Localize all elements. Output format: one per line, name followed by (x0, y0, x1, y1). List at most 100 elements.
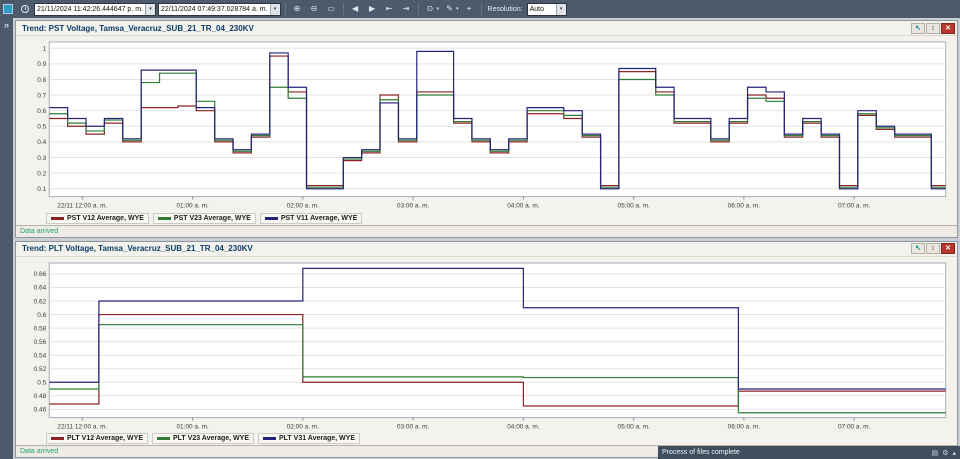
svg-text:22/11 12:00 a. m.: 22/11 12:00 a. m. (57, 203, 107, 210)
end-datetime-value: 22/11/2024 07:49:37.028784 a. m. (161, 6, 268, 13)
crosshair-icon[interactable]: ⌖ (462, 2, 477, 16)
pointer-tool-button[interactable]: ↖ (911, 243, 925, 254)
pan-right-icon[interactable]: ▶ (365, 2, 380, 16)
legend-item[interactable]: PLT V31 Average, WYE (258, 433, 360, 444)
close-panel-button[interactable]: ✕ (941, 23, 955, 34)
expand-sidebar-button[interactable]: » (1, 19, 13, 31)
svg-text:0.48: 0.48 (34, 393, 47, 400)
svg-text:04:00 a. m.: 04:00 a. m. (507, 423, 540, 430)
close-panel-button[interactable]: ✕ (941, 243, 955, 254)
resolution-value: Auto (530, 6, 544, 13)
panel-title-bar[interactable]: Trend: PLT Voltage, Tamsa_Veracruz_SUB_2… (16, 242, 957, 257)
grid-icon[interactable]: ▤ (932, 449, 939, 457)
svg-text:0.8: 0.8 (37, 77, 46, 84)
legend-item[interactable]: PST V23 Average, WYE (153, 213, 256, 224)
legend-item[interactable]: PLT V12 Average, WYE (46, 433, 148, 444)
toolbar: 21/11/2024 11:42:26.444647 p. m. ▾ 22/11… (0, 0, 960, 18)
legend-label: PLT V23 Average, WYE (173, 435, 249, 442)
pointer-tool-button[interactable]: ↖ (911, 23, 925, 34)
collapse-up-icon[interactable]: ▴ (952, 449, 956, 457)
svg-text:07:00 a. m.: 07:00 a. m. (838, 423, 871, 430)
legend-label: PST V11 Average, WYE (281, 215, 358, 222)
svg-text:0.5: 0.5 (37, 379, 46, 386)
svg-text:02:00 a. m.: 02:00 a. m. (287, 203, 320, 210)
zoom-window-icon[interactable]: ▭ (324, 2, 339, 16)
pst-legend: PST V12 Average, WYE PST V23 Average, WY… (16, 212, 957, 225)
svg-text:06:00 a. m.: 06:00 a. m. (728, 203, 761, 210)
series-color-swatch (51, 437, 64, 440)
toolbar-separator (418, 3, 419, 15)
panel-title: Trend: PLT Voltage, Tamsa_Veracruz_SUB_2… (22, 244, 253, 253)
svg-text:0.58: 0.58 (34, 325, 47, 332)
resize-panel-button[interactable]: ↕ (926, 243, 940, 254)
svg-text:0.9: 0.9 (37, 61, 46, 68)
svg-text:0.4: 0.4 (37, 139, 46, 146)
svg-text:04:00 a. m.: 04:00 a. m. (507, 203, 540, 210)
status-text: Data arrived (20, 228, 58, 235)
resolution-select[interactable]: Auto ▾ (527, 3, 567, 16)
panel-area: Trend: PST Voltage, Tamsa_Veracruz_SUB_2… (13, 18, 960, 459)
svg-text:0.54: 0.54 (34, 352, 47, 359)
legend-label: PLT V12 Average, WYE (67, 435, 143, 442)
gear-icon[interactable]: ⚙ (942, 449, 948, 457)
zoom-out-icon[interactable]: ⊖ (307, 2, 322, 16)
legend-label: PST V23 Average, WYE (174, 215, 251, 222)
panel-controls: ↖ ↕ ✕ (911, 23, 955, 34)
svg-text:05:00 a. m.: 05:00 a. m. (617, 423, 650, 430)
end-datetime-field[interactable]: 22/11/2024 07:49:37.028784 a. m. ▾ (158, 3, 281, 16)
legend-item[interactable]: PST V12 Average, WYE (46, 213, 149, 224)
panel-status: Data arrived (16, 225, 957, 237)
svg-text:0.7: 0.7 (37, 92, 46, 99)
jump-start-icon[interactable]: ⇤ (382, 2, 397, 16)
svg-text:0.52: 0.52 (34, 366, 47, 373)
svg-text:0.2: 0.2 (37, 170, 46, 177)
svg-text:0.6: 0.6 (37, 311, 46, 318)
chevron-down-icon[interactable]: ▾ (456, 6, 459, 12)
svg-text:01:00 a. m.: 01:00 a. m. (176, 203, 209, 210)
svg-text:02:00 a. m.: 02:00 a. m. (287, 423, 320, 430)
jump-end-icon[interactable]: ⇥ (399, 2, 414, 16)
series-color-swatch (265, 217, 278, 220)
app-icon[interactable] (3, 4, 13, 14)
svg-text:06:00 a. m.: 06:00 a. m. (728, 423, 761, 430)
svg-text:22/11 12:00 a. m.: 22/11 12:00 a. m. (57, 423, 107, 430)
series-color-swatch (157, 437, 170, 440)
marker-pen-icon[interactable]: ✎ (442, 2, 457, 16)
legend-item[interactable]: PST V11 Average, WYE (260, 213, 363, 224)
svg-text:0.1: 0.1 (37, 186, 46, 193)
plt-trend-plot[interactable]: 0.460.480.50.520.540.560.580.60.620.640.… (16, 257, 957, 433)
clock-icon[interactable] (17, 2, 32, 16)
trend-panel-plt: Trend: PLT Voltage, Tamsa_Veracruz_SUB_2… (15, 241, 958, 459)
svg-text:0.6: 0.6 (37, 108, 46, 115)
start-datetime-value: 21/11/2024 11:42:26.444647 p. m. (37, 6, 143, 13)
chevron-down-icon[interactable]: ▾ (145, 4, 155, 15)
chevron-down-icon[interactable]: ▾ (556, 4, 566, 15)
panel-title-bar[interactable]: Trend: PST Voltage, Tamsa_Veracruz_SUB_2… (16, 21, 957, 36)
clock-face-icon (21, 5, 29, 13)
svg-text:05:00 a. m.: 05:00 a. m. (617, 203, 650, 210)
trend-panel-pst: Trend: PST Voltage, Tamsa_Veracruz_SUB_2… (15, 20, 958, 238)
svg-text:03:00 a. m.: 03:00 a. m. (397, 203, 430, 210)
resolution-label: Resolution: (488, 6, 523, 13)
toolbar-separator (343, 3, 344, 15)
series-color-swatch (158, 217, 171, 220)
pq-trend-window: 21/11/2024 11:42:26.444647 p. m. ▾ 22/11… (0, 0, 960, 459)
start-datetime-field[interactable]: 21/11/2024 11:42:26.444647 p. m. ▾ (34, 3, 156, 16)
resize-panel-button[interactable]: ↕ (926, 23, 940, 34)
panel-title: Trend: PST Voltage, Tamsa_Veracruz_SUB_2… (22, 24, 254, 33)
pst-trend-plot[interactable]: 0.10.20.30.40.50.60.70.80.9122/11 12:00 … (16, 36, 957, 212)
svg-text:0.64: 0.64 (34, 284, 47, 291)
magnifier-icon[interactable]: ⊙ (423, 2, 438, 16)
panel-controls: ↖ ↕ ✕ (911, 243, 955, 254)
process-status-text: Process of files complete (662, 449, 932, 456)
svg-text:07:00 a. m.: 07:00 a. m. (838, 203, 871, 210)
svg-text:0.3: 0.3 (37, 155, 46, 162)
svg-text:0.5: 0.5 (37, 124, 46, 131)
zoom-in-icon[interactable]: ⊕ (290, 2, 305, 16)
legend-item[interactable]: PLT V23 Average, WYE (152, 433, 254, 444)
pan-left-icon[interactable]: ◀ (348, 2, 363, 16)
chevron-down-icon[interactable]: ▾ (270, 4, 280, 15)
svg-text:0.62: 0.62 (34, 298, 47, 305)
status-text: Data arrived (20, 448, 58, 455)
chevron-down-icon[interactable]: ▾ (437, 6, 440, 12)
